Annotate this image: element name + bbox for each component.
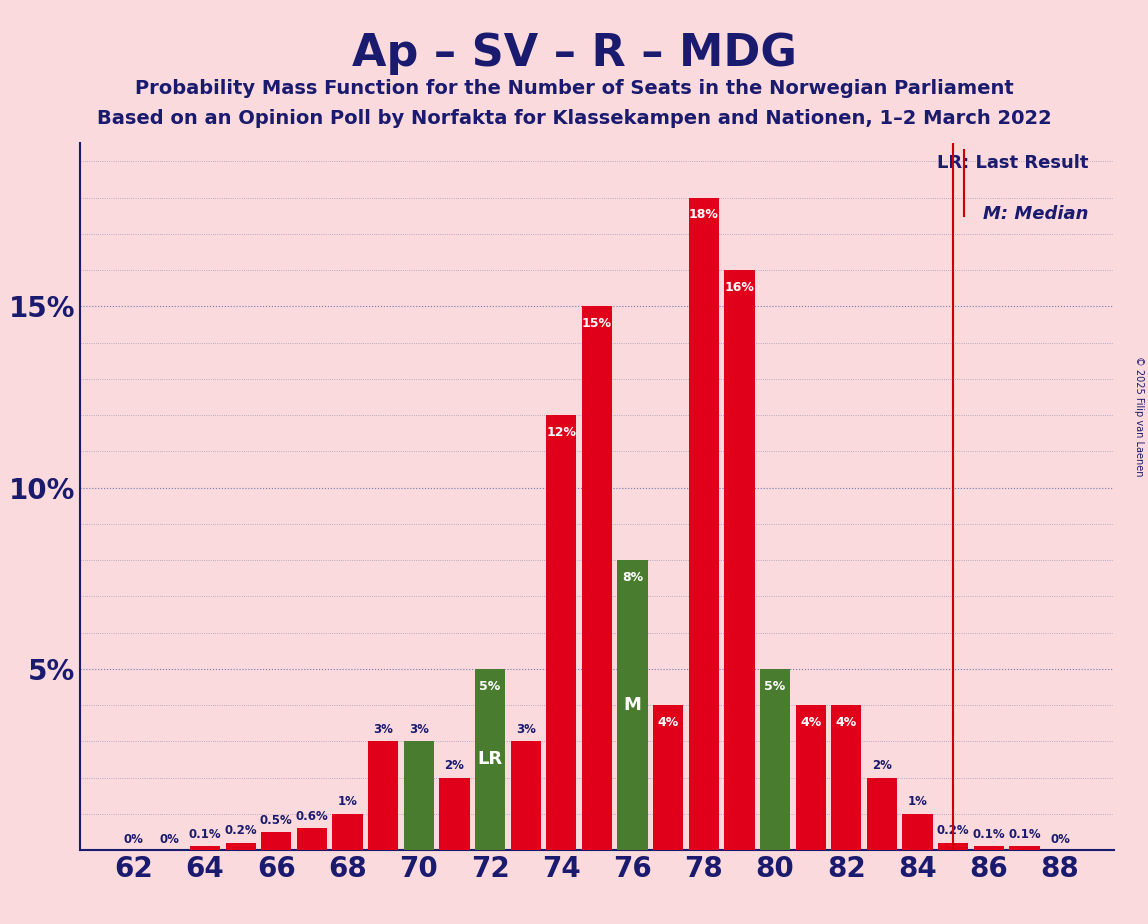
- Bar: [831, 705, 861, 850]
- Bar: [760, 669, 790, 850]
- Text: 16%: 16%: [724, 281, 754, 294]
- Bar: [297, 828, 327, 850]
- Text: M: Median: M: Median: [983, 205, 1088, 223]
- Text: 0.1%: 0.1%: [972, 828, 1006, 841]
- Text: 1%: 1%: [908, 796, 928, 808]
- Text: 18%: 18%: [689, 209, 719, 222]
- Text: 2%: 2%: [444, 760, 465, 772]
- Text: 0%: 0%: [160, 833, 179, 845]
- Text: LR: Last Result: LR: Last Result: [937, 154, 1088, 172]
- Bar: [546, 415, 576, 850]
- Bar: [225, 843, 256, 850]
- Bar: [369, 741, 398, 850]
- Bar: [902, 814, 933, 850]
- Text: LR: LR: [478, 750, 503, 769]
- Text: 0.5%: 0.5%: [259, 813, 293, 827]
- Text: 2%: 2%: [872, 760, 892, 772]
- Text: Probability Mass Function for the Number of Seats in the Norwegian Parliament: Probability Mass Function for the Number…: [134, 79, 1014, 98]
- Text: 5%: 5%: [765, 680, 785, 693]
- Text: 1%: 1%: [338, 796, 357, 808]
- Text: Ap – SV – R – MDG: Ap – SV – R – MDG: [351, 32, 797, 76]
- Bar: [689, 198, 719, 850]
- Bar: [653, 705, 683, 850]
- Bar: [475, 669, 505, 850]
- Bar: [938, 843, 969, 850]
- Bar: [404, 741, 434, 850]
- Bar: [1009, 846, 1040, 850]
- Text: Based on an Opinion Poll by Norfakta for Klassekampen and Nationen, 1–2 March 20: Based on an Opinion Poll by Norfakta for…: [96, 109, 1052, 128]
- Bar: [189, 846, 220, 850]
- Text: 0.2%: 0.2%: [224, 824, 257, 837]
- Text: 5%: 5%: [480, 680, 501, 693]
- Text: 3%: 3%: [373, 723, 393, 736]
- Bar: [867, 778, 897, 850]
- Text: 8%: 8%: [622, 571, 643, 584]
- Bar: [582, 307, 612, 850]
- Text: 0%: 0%: [124, 833, 144, 845]
- Bar: [618, 560, 647, 850]
- Text: 0%: 0%: [1050, 833, 1070, 845]
- Text: 3%: 3%: [515, 723, 536, 736]
- Text: 4%: 4%: [800, 716, 821, 729]
- Text: 4%: 4%: [836, 716, 856, 729]
- Text: 0.1%: 0.1%: [1008, 828, 1041, 841]
- Bar: [262, 832, 292, 850]
- Text: © 2025 Filip van Laenen: © 2025 Filip van Laenen: [1134, 356, 1143, 476]
- Text: 0.2%: 0.2%: [937, 824, 970, 837]
- Bar: [440, 778, 470, 850]
- Text: 0.6%: 0.6%: [295, 810, 328, 823]
- Text: 4%: 4%: [658, 716, 678, 729]
- Bar: [974, 846, 1004, 850]
- Text: 3%: 3%: [409, 723, 428, 736]
- Bar: [796, 705, 825, 850]
- Text: M: M: [623, 696, 642, 714]
- Bar: [333, 814, 363, 850]
- Text: 15%: 15%: [582, 317, 612, 330]
- Bar: [724, 270, 754, 850]
- Text: 12%: 12%: [546, 426, 576, 439]
- Bar: [511, 741, 541, 850]
- Text: 0.1%: 0.1%: [188, 828, 222, 841]
